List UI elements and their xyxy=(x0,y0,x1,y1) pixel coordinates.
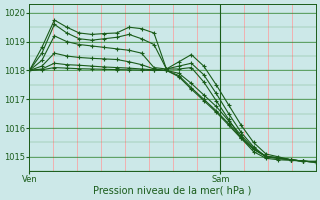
X-axis label: Pression niveau de la mer( hPa ): Pression niveau de la mer( hPa ) xyxy=(93,186,252,196)
